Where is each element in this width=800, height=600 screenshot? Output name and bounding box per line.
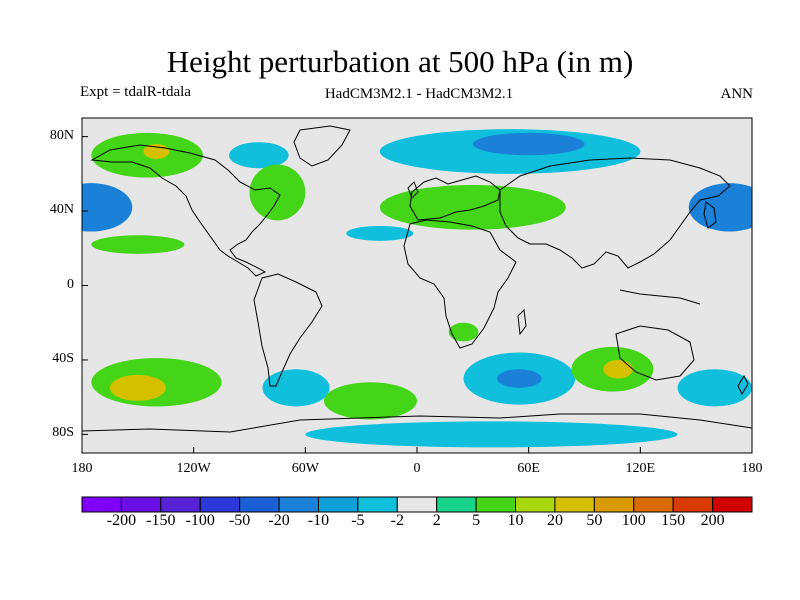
coastline-antarctica xyxy=(82,413,752,433)
contour-region-1 xyxy=(688,183,752,232)
contour-region-20 xyxy=(677,369,752,407)
axis-ticks xyxy=(81,136,753,453)
y-tick-label: 40N xyxy=(49,202,74,218)
colorbar-swatch-2 xyxy=(160,496,201,513)
y-tick-label: 0 xyxy=(67,276,74,292)
colorbar-swatch-12 xyxy=(554,496,595,513)
coastline-australia xyxy=(615,325,695,381)
colorbar-swatch-5 xyxy=(278,496,319,513)
colorbar-label: 2 xyxy=(432,512,441,529)
colorbar-label: 150 xyxy=(661,512,686,529)
x-tick-label: 60W xyxy=(291,461,319,476)
coastline-new-zealand xyxy=(737,374,749,396)
contour-region-10 xyxy=(472,132,585,156)
colorbar-swatch-3 xyxy=(199,496,241,513)
map-title: Height perturbation at 500 hPa (in m) xyxy=(166,44,634,79)
colorbar-swatch-14 xyxy=(633,496,674,513)
coastline-africa xyxy=(403,219,517,349)
colorbar-label: 100 xyxy=(621,512,646,529)
colorbar-label: -5 xyxy=(351,512,365,529)
contour-region-21 xyxy=(448,322,479,342)
coastline-japan xyxy=(703,201,717,229)
colorbar-label: -20 xyxy=(268,512,290,529)
y-tick-label: 40S xyxy=(52,350,74,366)
x-tick-label: 0 xyxy=(413,461,421,476)
colorbar-swatch-0 xyxy=(81,496,122,513)
experiment-label: Expt = tdalR-tdala xyxy=(80,84,191,100)
x-tick-label: 120W xyxy=(176,461,211,476)
colorbar-label: -10 xyxy=(307,512,330,529)
colorbar-swatch-6 xyxy=(317,496,359,513)
colorbar-swatch-16 xyxy=(712,496,753,513)
coastline-indonesia xyxy=(619,289,701,305)
contour-region-13 xyxy=(262,369,330,407)
colorbar-swatch-1 xyxy=(120,496,162,513)
coastline-madagascar xyxy=(517,308,527,336)
colorbar-swatch-8 xyxy=(396,496,438,513)
season-label: ANN xyxy=(720,86,754,102)
coastline-asia xyxy=(499,157,731,269)
y-tick-label: 80S xyxy=(52,425,74,441)
contour-region-7 xyxy=(346,225,414,241)
colorbar-swatch-13 xyxy=(593,496,635,513)
colorbar-label: 10 xyxy=(507,512,524,529)
contour-region-0 xyxy=(82,183,133,232)
x-tick-label: 180 xyxy=(741,461,763,476)
x-tick-label: 180 xyxy=(71,461,93,476)
contour-region-5 xyxy=(91,235,185,254)
models-label: HadCM3M2.1 - HadCM3M2.1 xyxy=(324,86,514,102)
x-tick-label: 60E xyxy=(517,461,540,476)
colorbar-swatch-9 xyxy=(436,496,477,513)
x-tick-label: 120E xyxy=(625,461,656,476)
colorbar-swatch-10 xyxy=(475,496,517,513)
contour-fill-layer xyxy=(82,129,752,448)
colorbar-swatch-4 xyxy=(239,496,280,513)
colorbar-label: -150 xyxy=(146,512,176,529)
contour-region-18 xyxy=(603,359,633,379)
coastline-greenland xyxy=(293,125,351,167)
contour-region-16 xyxy=(497,369,542,388)
colorbar-label: -200 xyxy=(106,512,137,529)
colorbar-swatch-15 xyxy=(672,496,714,513)
colorbar-swatch-11 xyxy=(515,496,556,513)
colorbar-label: 5 xyxy=(472,512,481,529)
colorbar xyxy=(81,496,753,513)
contour-region-6 xyxy=(249,164,306,221)
coastline-europe xyxy=(409,175,501,221)
contour-region-12 xyxy=(109,374,166,401)
coastline-north-america xyxy=(90,144,281,277)
contour-region-14 xyxy=(323,382,417,420)
colorbar-swatch-7 xyxy=(357,496,398,513)
colorbar-label: -100 xyxy=(185,512,215,529)
contour-region-4 xyxy=(229,142,289,169)
coastline-south-america xyxy=(253,273,323,387)
colorbar-label: 50 xyxy=(586,512,603,529)
y-tick-label: 80N xyxy=(49,127,74,143)
colorbar-label: 200 xyxy=(700,512,725,529)
contour-region-19 xyxy=(305,421,678,448)
coastline-layer xyxy=(82,125,752,433)
contour-region-8 xyxy=(379,185,566,230)
coastline-uk xyxy=(407,181,419,199)
colorbar-label: 20 xyxy=(546,512,563,529)
colorbar-label: -50 xyxy=(228,512,251,529)
colorbar-label: -2 xyxy=(390,512,404,529)
